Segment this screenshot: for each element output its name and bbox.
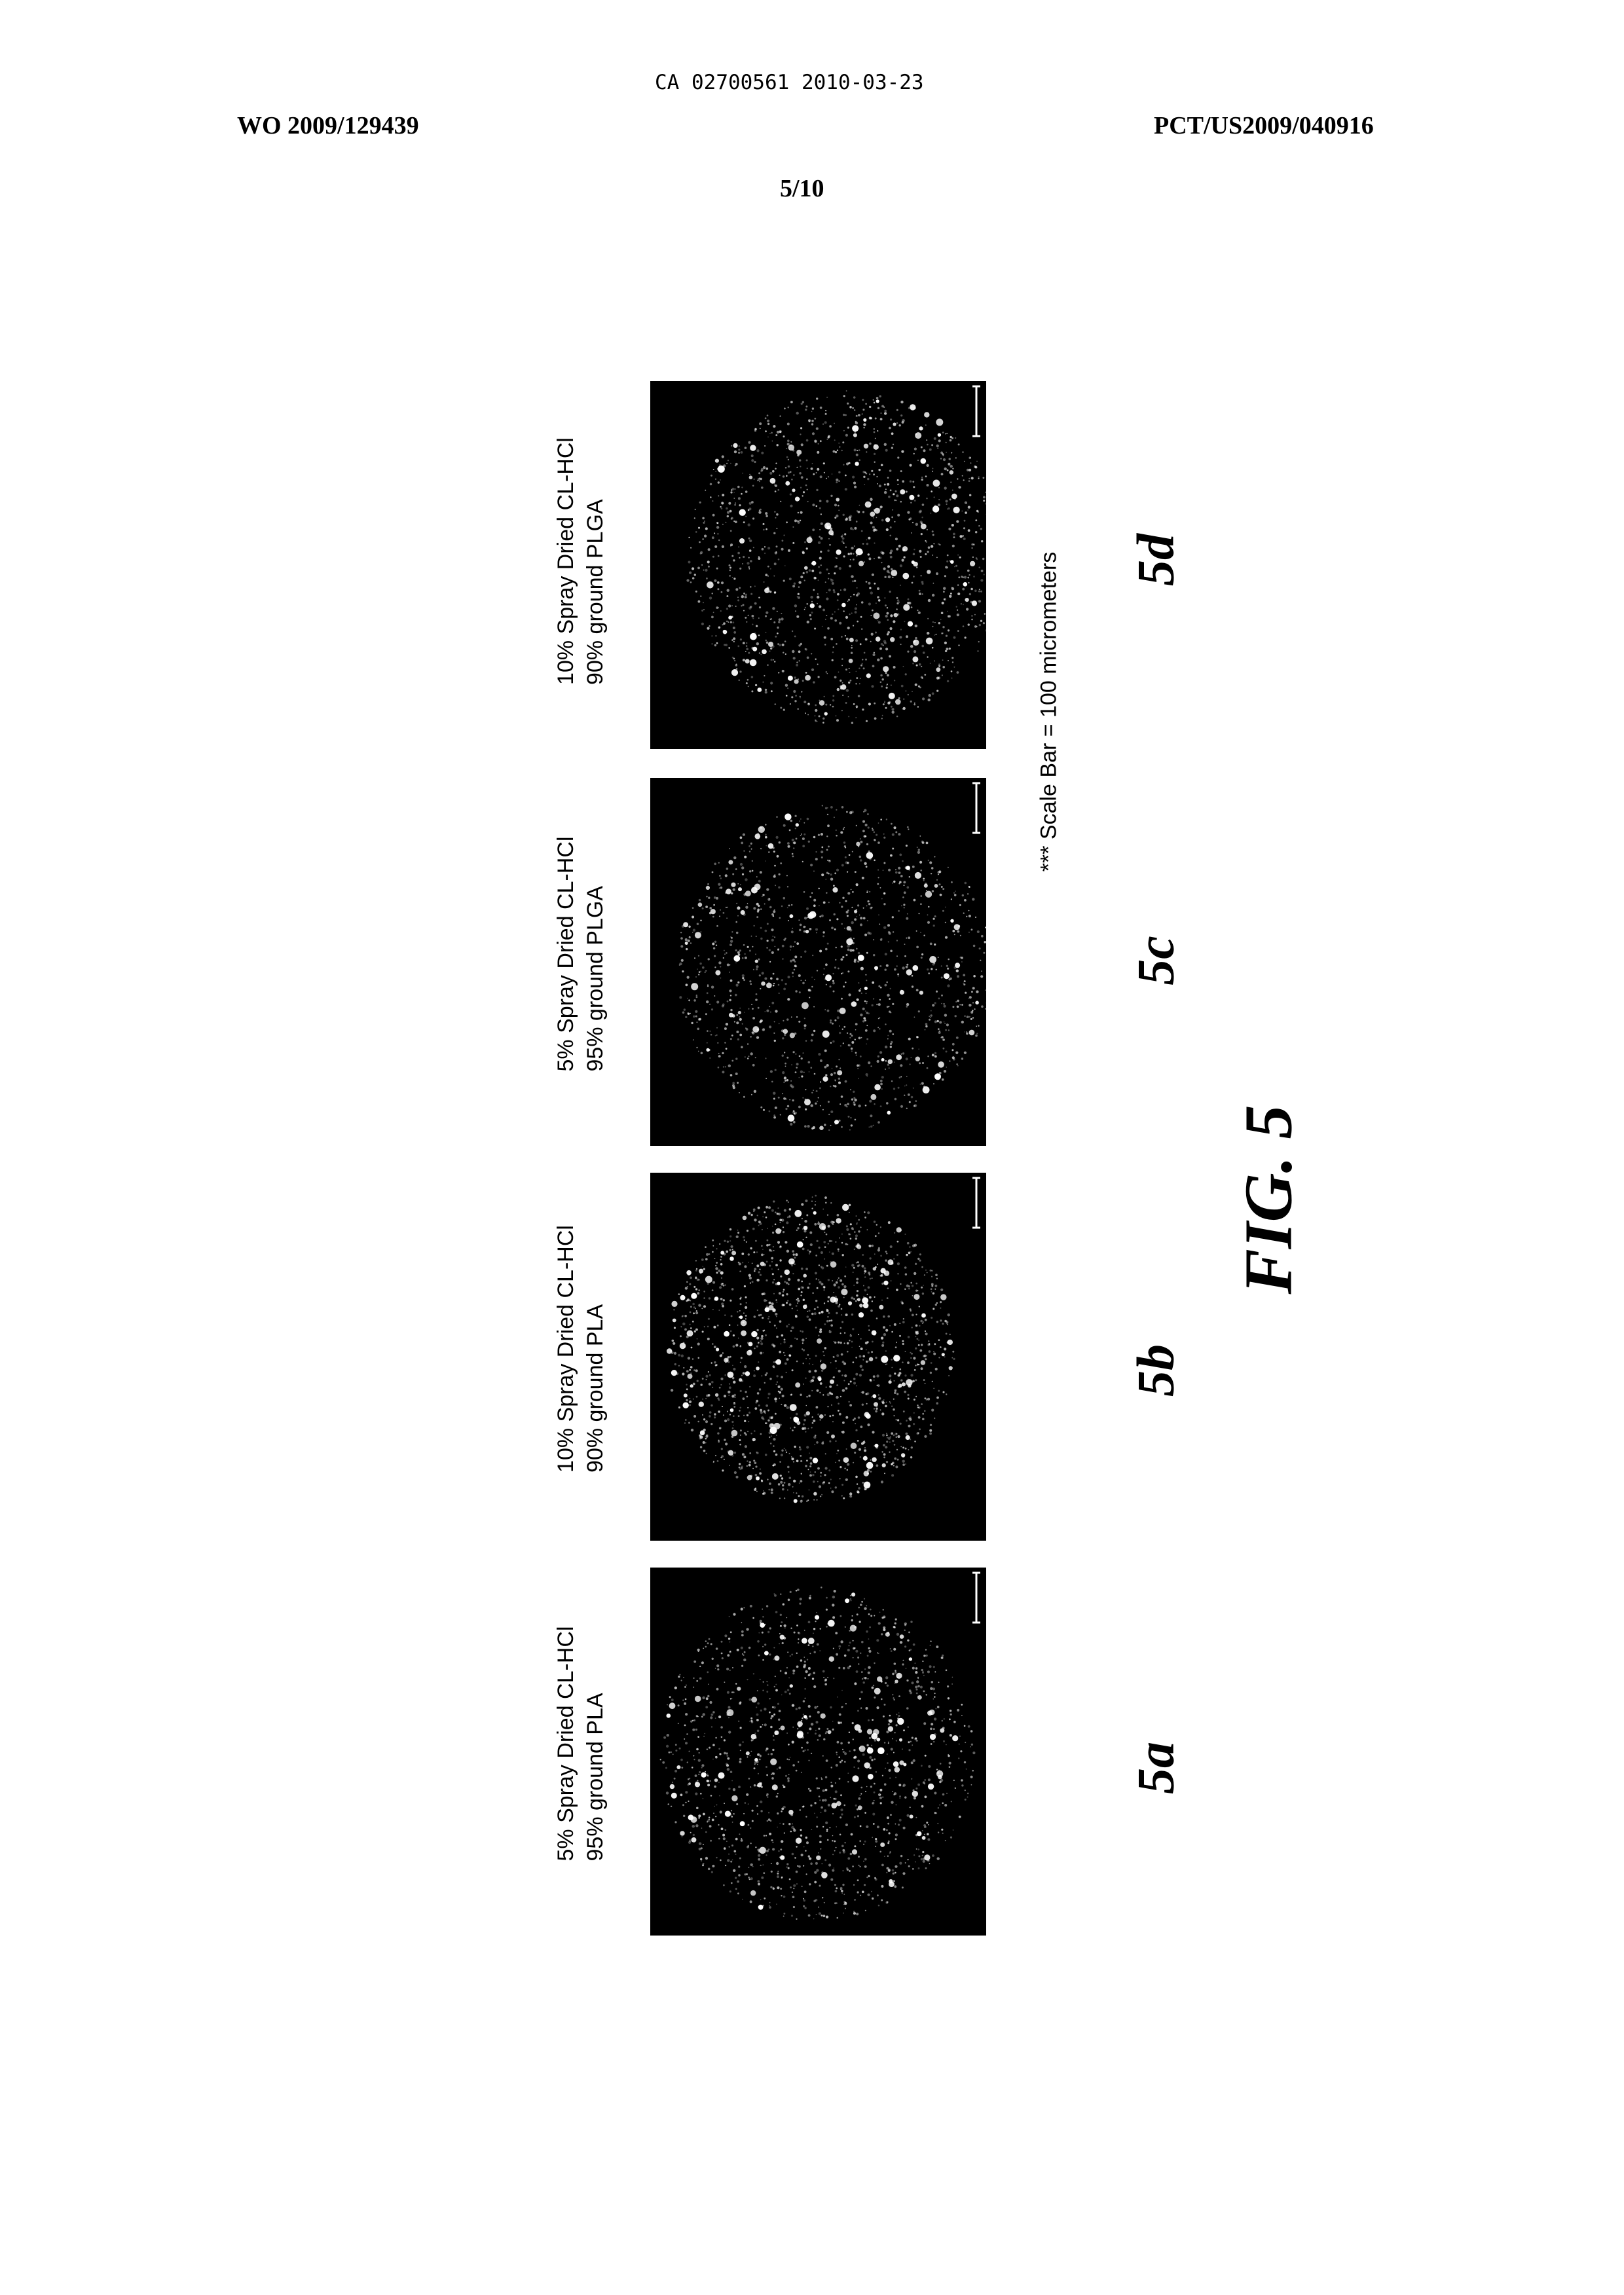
micrograph-5d-image-speckles <box>686 390 986 724</box>
micrograph-5a-image <box>650 1568 986 1936</box>
caption-5c-line1: 5% Spray Dried CL-HCl <box>551 837 581 1072</box>
ca-document-number: CA 02700561 2010-03-23 <box>655 71 924 94</box>
caption-5d-line1: 10% Spray Dried CL-HCl <box>551 437 581 685</box>
caption-5d-line2: 90% ground PLGA <box>581 437 610 685</box>
panel-label-5a: 5a <box>1127 1742 1187 1794</box>
scale-bar-note: *** Scale Bar = 100 micrometers <box>1037 552 1062 872</box>
sheet-number: 5/10 <box>780 174 824 203</box>
figure-title: FIG. 5 <box>1230 1105 1308 1294</box>
micrograph-5b-image-speckles <box>667 1195 955 1503</box>
wo-publication-number: WO 2009/129439 <box>237 111 419 140</box>
micrograph-5b-image <box>650 1173 986 1541</box>
caption-5a-line1: 5% Spray Dried CL-HCl <box>551 1626 581 1862</box>
pct-application-number: PCT/US2009/040916 <box>1154 111 1374 140</box>
caption-5d: 10% Spray Dried CL-HCl 90% ground PLGA <box>551 437 610 685</box>
micrograph-5c <box>650 778 986 1146</box>
panel-label-5c: 5c <box>1127 936 1187 985</box>
micrograph-5a-image-speckles <box>660 1587 976 1920</box>
caption-5a-line2: 95% ground PLA <box>581 1626 610 1862</box>
panel-label-5b: 5b <box>1127 1344 1187 1397</box>
micrograph-5c-image-speckles <box>679 805 986 1131</box>
micrograph-5a-image-scale-bar <box>972 1573 980 1623</box>
caption-5b-line1: 10% Spray Dried CL-HCl <box>551 1225 581 1473</box>
micrograph-5d <box>650 381 986 749</box>
caption-5a: 5% Spray Dried CL-HCl 95% ground PLA <box>551 1626 610 1862</box>
caption-5c-line2: 95% ground PLGA <box>581 837 610 1072</box>
micrograph-5b-image-scale-bar <box>972 1178 980 1228</box>
panel-label-5d: 5d <box>1127 534 1187 586</box>
micrograph-5d-image <box>650 381 986 749</box>
micrograph-5c-image <box>650 778 986 1146</box>
caption-5b-line2: 90% ground PLA <box>581 1225 610 1473</box>
caption-5b: 10% Spray Dried CL-HCl 90% ground PLA <box>551 1225 610 1473</box>
micrograph-5b <box>650 1173 986 1541</box>
caption-5c: 5% Spray Dried CL-HCl 95% ground PLGA <box>551 837 610 1072</box>
micrograph-5d-image-scale-bar <box>972 386 980 436</box>
micrograph-5c-image-scale-bar <box>972 783 980 833</box>
micrograph-5a <box>650 1568 986 1936</box>
